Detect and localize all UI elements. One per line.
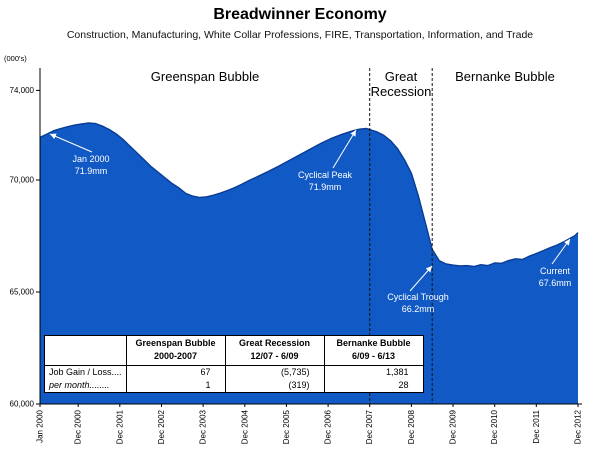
x-tick-label: Dec 2007 [365, 409, 374, 444]
x-tick-label: Dec 2009 [449, 409, 458, 444]
x-tick-label: Dec 2005 [282, 409, 291, 444]
employment-line [39, 122, 579, 268]
table-value: 1,381 [323, 365, 424, 379]
table-col-header: Greenspan Bubble [125, 335, 226, 351]
era-label-line: Great [384, 69, 418, 84]
table-corner-cell [45, 336, 127, 351]
table-row: Job Gain / Loss.... 67 (5,735) 1,381 [45, 365, 424, 379]
annotation-line: 71.9mm [74, 165, 108, 176]
table-value: (319) [224, 378, 325, 393]
annotation-cyclical-peak: Cyclical Peak 71.9mm [283, 170, 367, 193]
table-col-period: 2000-2007 [125, 350, 226, 366]
annotation-current: Current 67.6mm [518, 266, 592, 289]
table-col-period: 6/09 - 6/13 [323, 350, 424, 366]
x-tick-label: Dec 2000 [74, 409, 83, 444]
annotation-arrow [49, 133, 93, 153]
table-value: (5,735) [224, 365, 325, 379]
table-row-label: per month........ [49, 379, 110, 390]
era-label-line: Recession [370, 83, 432, 99]
annotation-jan-2000: Jan 2000 71.9mm [56, 154, 126, 177]
era-label-greenspan-bubble: Greenspan Bubble [150, 69, 260, 84]
annotation-line: 67.6mm [538, 277, 572, 288]
x-tick-label: Dec 2006 [324, 409, 333, 444]
table-col-header: Great Recession [224, 335, 325, 351]
table-row: per month........ 1 (319) 28 [45, 378, 424, 393]
table-period-row: 2000-2007 12/07 - 6/09 6/09 - 6/13 [44, 350, 424, 366]
table-value: 28 [323, 378, 424, 393]
y-tick-label: 60,000 [10, 400, 35, 409]
y-tick-label: 65,000 [10, 288, 35, 297]
x-tick-label: Dec 2001 [115, 409, 124, 444]
table-row-label: Job Gain / Loss.... [49, 366, 122, 377]
annotation-line: 71.9mm [308, 181, 342, 192]
annotation-line: Current [539, 266, 570, 276]
era-label-great-recession: Great Recession [368, 69, 434, 100]
table-corner-cell [44, 350, 127, 366]
y-axis-unit-label: (000's) [4, 54, 27, 63]
annotation-line: Cyclical Trough [387, 292, 449, 302]
annotation-line: Cyclical Peak [297, 170, 353, 180]
annotation-line: 66.2mm [401, 303, 435, 314]
y-tick-label: 70,000 [10, 176, 35, 185]
x-tick-label: Dec 2008 [407, 409, 416, 444]
x-tick-label: Jan 2000 [36, 409, 45, 442]
era-label-bernanke-bubble: Bernanke Bubble [455, 69, 555, 84]
x-tick-label: Dec 2010 [490, 409, 499, 444]
annotation-line: Jan 2000 [72, 154, 110, 164]
x-tick-label: Dec 2011 [532, 409, 541, 443]
annotation-arrow [409, 265, 433, 292]
table-header-row: Greenspan Bubble Great Recession Bernank… [45, 335, 424, 351]
table-col-header: Bernanke Bubble [323, 335, 424, 351]
table-value: 1 [125, 378, 226, 393]
x-tick-label: Dec 2012 [574, 409, 583, 444]
chart-title: Breadwinner Economy [213, 6, 387, 23]
x-tick-label: Dec 2003 [199, 409, 208, 444]
summary-table: Greenspan Bubble Great Recession Bernank… [44, 335, 424, 393]
x-tick-label: Dec 2002 [157, 409, 166, 444]
annotation-arrow [332, 129, 357, 169]
x-tick-label: Dec 2004 [240, 409, 249, 444]
y-tick-label: 74,000 [10, 86, 35, 95]
table-col-period: 12/07 - 6/09 [224, 350, 325, 366]
chart-subtitle: Construction, Manufacturing, White Colla… [66, 29, 534, 41]
table-value: 67 [125, 365, 226, 379]
annotation-cyclical-trough: Cyclical Trough 66.2mm [376, 292, 460, 315]
employment-area [40, 122, 578, 405]
annotation-arrow [551, 238, 571, 265]
